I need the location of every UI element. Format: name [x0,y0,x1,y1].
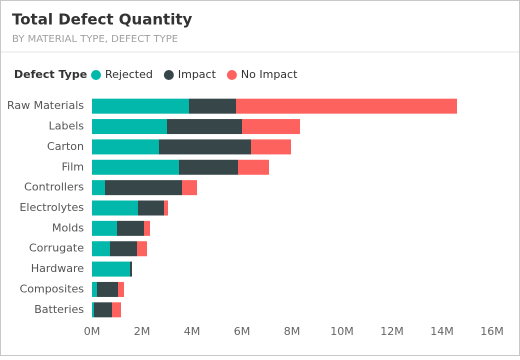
legend-label: No Impact [241,68,298,81]
bar-segment [92,261,130,277]
x-tick-label: 8M [284,325,301,338]
legend-swatch [226,70,237,80]
bar-segment [117,220,144,236]
bar-segment [92,281,97,297]
bar-segment [92,98,189,114]
bar-segment [92,200,138,216]
x-tick-label: 0M [84,325,101,338]
y-tick-label: Controllers [24,181,84,194]
bar-segment [92,159,179,175]
bar-segment [137,241,147,257]
bar-segment [92,119,167,135]
legend-swatch [163,70,174,80]
y-tick-label: Carton [47,140,84,153]
x-tick-label: 12M [380,325,404,338]
y-tick-label: Labels [49,120,85,133]
y-tick-label: Film [62,160,84,173]
bar-segment [118,281,124,297]
bar-segment [164,200,168,216]
bar-segment [92,180,105,196]
bar-segment [182,180,197,196]
chart-title: Total Defect Quantity [12,11,193,29]
bar-segment [189,98,236,114]
bar-segment [179,159,238,175]
bar-segment [251,139,291,155]
bar-segment [94,302,112,318]
bar-segment [110,241,137,257]
y-tick-label: Composites [20,282,85,295]
legend-label: Impact [178,68,217,81]
x-tick-label: 2M [134,325,151,338]
bar-segment [144,220,150,236]
x-tick-label: 16M [480,325,504,338]
y-tick-label: Hardware [31,262,84,275]
bar-segment [105,180,182,196]
x-tick-label: 14M [430,325,454,338]
bar-segment [92,302,94,318]
legend-swatch [91,70,101,80]
bar-segment [112,302,121,318]
bar-segment [159,139,251,155]
bar-segment [130,261,132,277]
bar-segment [242,119,300,135]
y-tick-label: Batteries [34,303,84,316]
y-tick-label: Raw Materials [7,99,84,112]
bar-segment [138,200,164,216]
bar-segment [92,220,117,236]
bar-segment [238,159,269,175]
y-tick-label: Electrolytes [19,201,84,214]
chart-subtitle: BY MATERIAL TYPE, DEFECT TYPE [12,34,178,45]
bar-segment [92,139,159,155]
x-tick-label: 10M [330,325,354,338]
bar-segment [97,281,118,297]
y-tick-label: Molds [52,221,84,234]
legend-title: Defect Type [14,68,87,81]
bar-segment [92,241,110,257]
y-tick-label: Corrugate [29,242,84,255]
x-tick-label: 6M [234,325,251,338]
x-tick-label: 4M [184,325,201,338]
bar-segment [167,119,242,135]
legend-label: Rejected [105,68,153,81]
bar-segment [236,98,457,114]
